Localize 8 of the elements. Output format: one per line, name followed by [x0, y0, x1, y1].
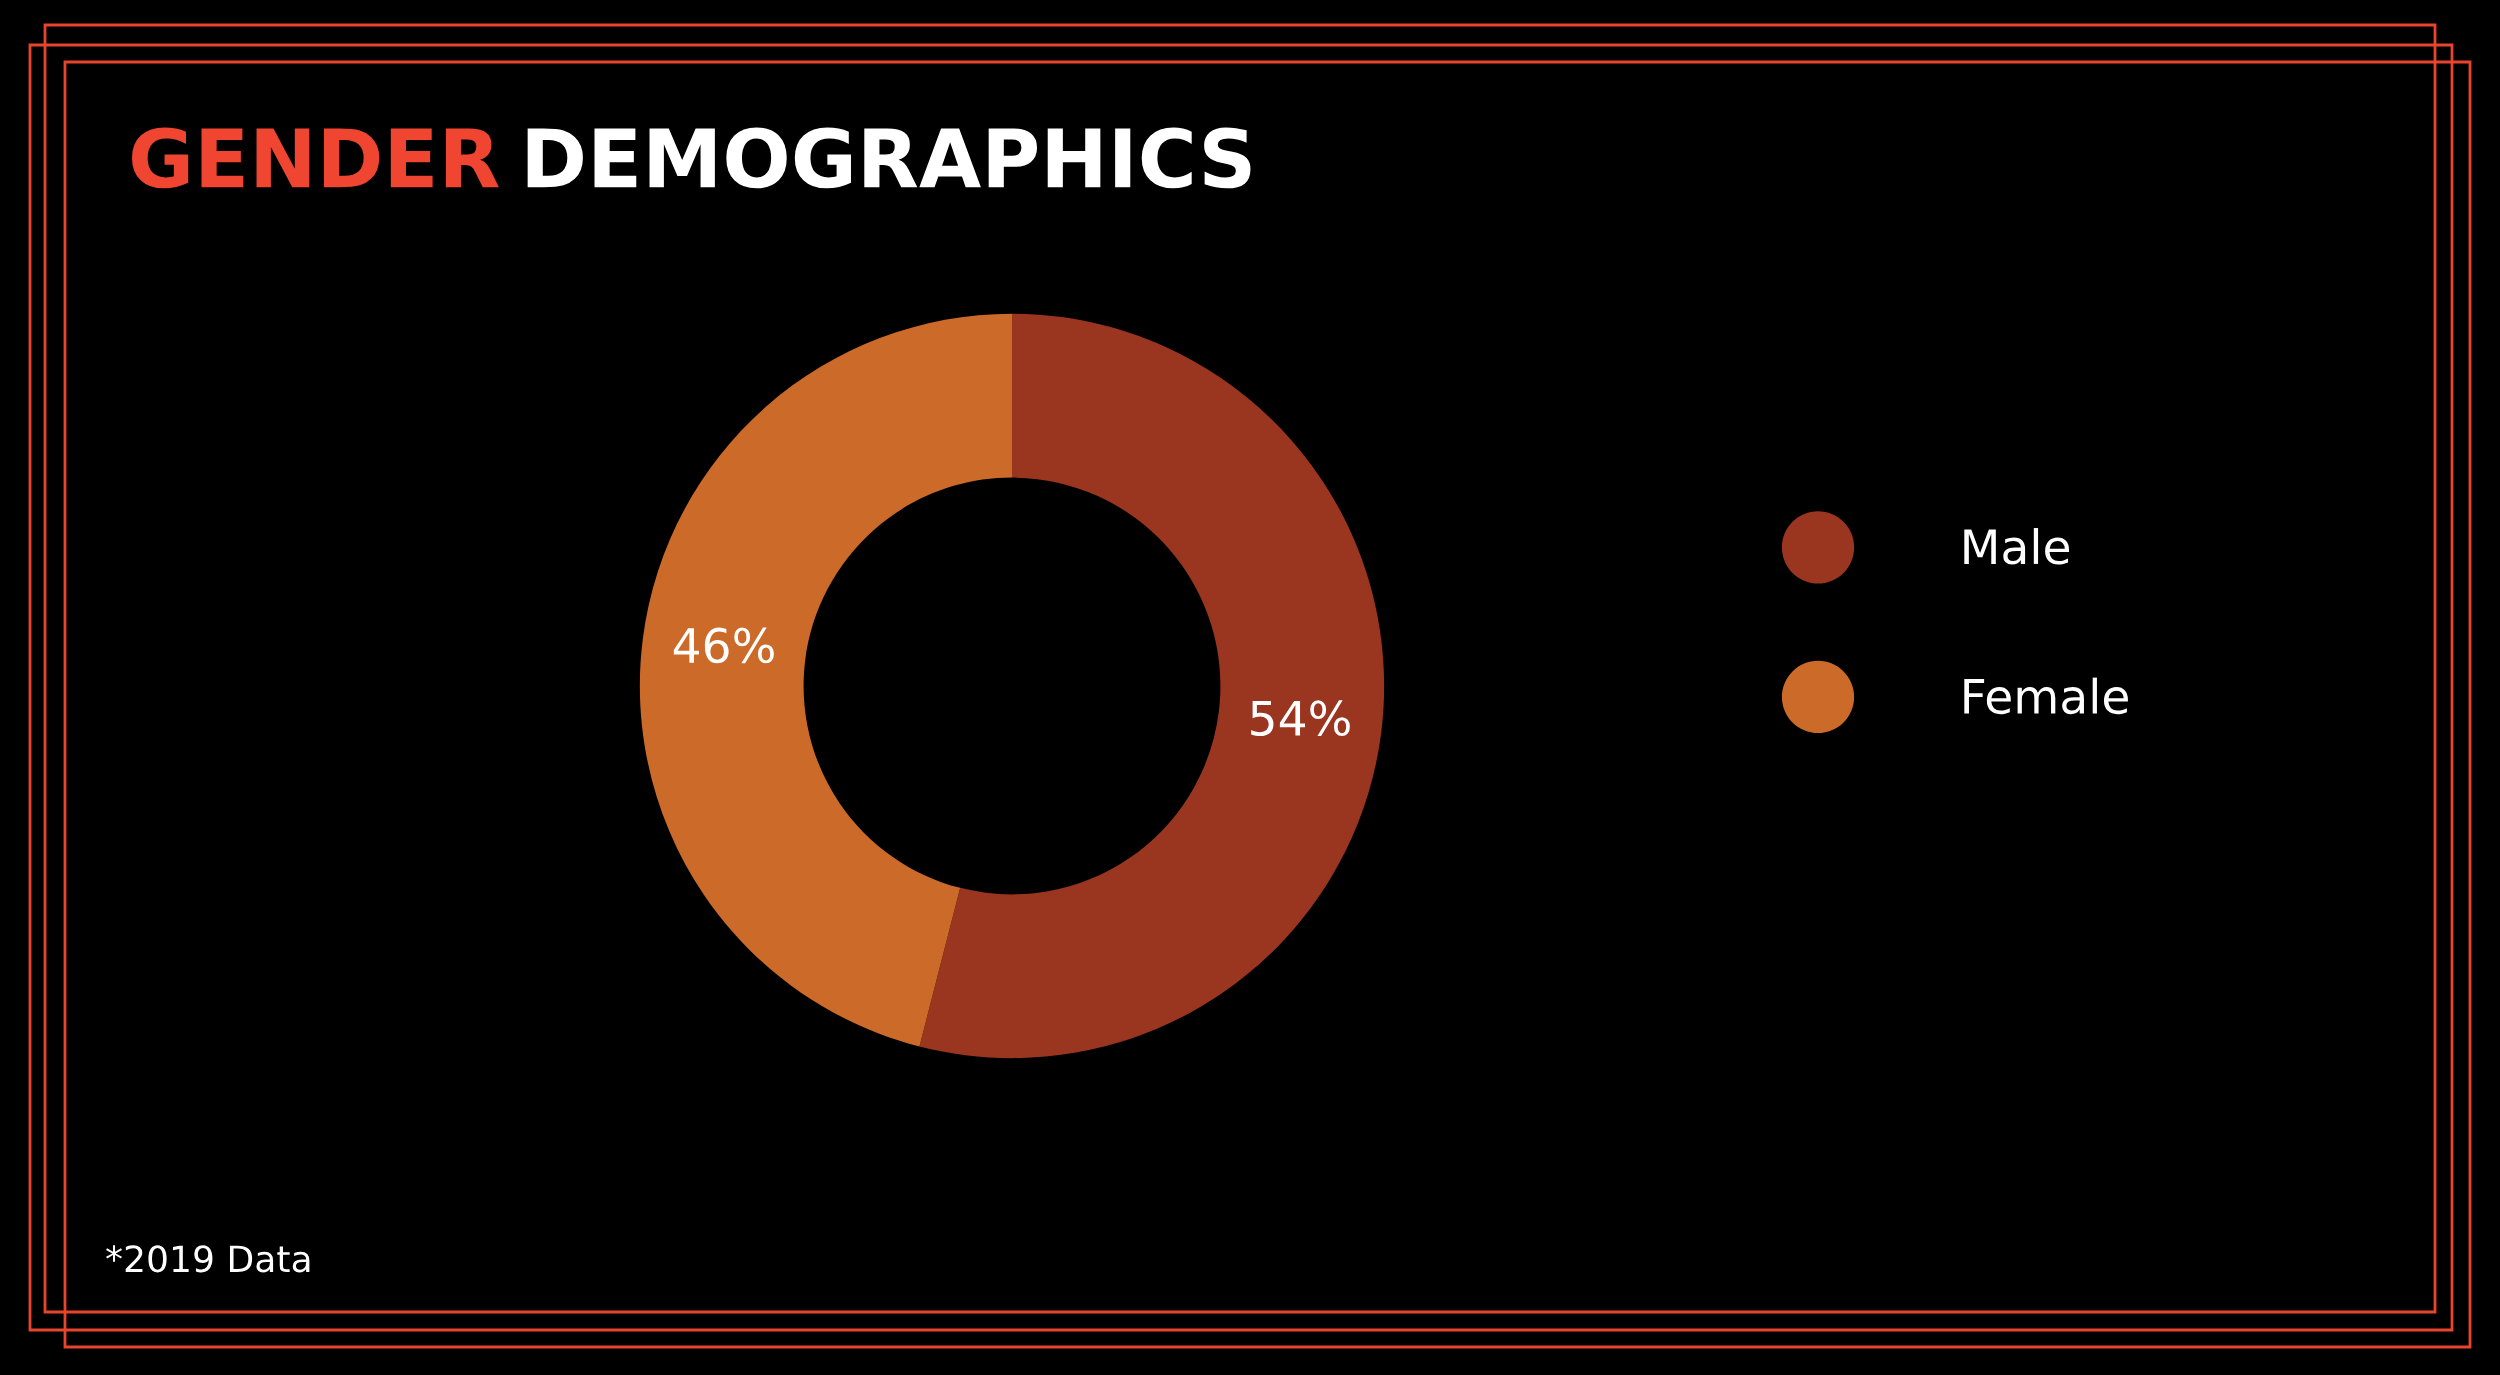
data-label: 46% — [673, 627, 774, 664]
legend-label: Male — [1964, 528, 2070, 565]
donut-slice — [639, 313, 1012, 1047]
data-label: 54% — [1251, 700, 1350, 737]
legend-label: Female — [1964, 677, 2128, 715]
donut-slice — [919, 313, 1385, 1059]
chart-title: GENDER DEMOGRAPHICS — [132, 127, 1251, 189]
text: *2019 Data — [106, 1245, 310, 1273]
